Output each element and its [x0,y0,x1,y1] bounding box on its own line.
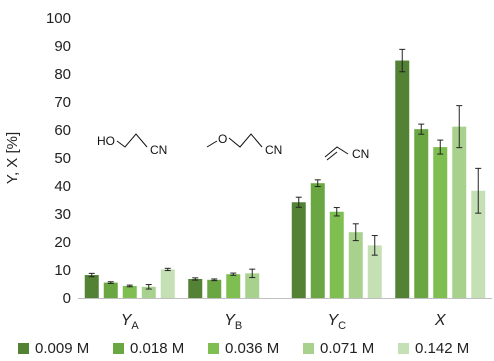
molecule-label-right: CN [352,147,369,161]
y-tick-label: 70 [54,94,71,111]
legend-item: 0.018 M [113,340,184,357]
legend-label: 0.142 M [415,340,470,357]
bar [329,211,344,298]
legend-swatch [113,343,124,354]
legend-label: 0.018 M [130,340,185,357]
molecule-label-left: HO [97,134,115,148]
y-tick-label: 50 [54,150,71,167]
bar [245,273,260,298]
y-tick-label: 40 [54,178,71,195]
bar [395,60,410,299]
bar [310,183,325,298]
legend-label: 0.009 M [35,340,90,357]
x-tick-label: X [434,312,447,329]
bar [103,282,118,298]
bar [348,232,363,298]
legend-item: 0.009 M [18,340,89,357]
legend-item: 0.036 M [208,340,279,357]
molecule-label-right: CN [150,143,167,157]
molecule-bonds [206,140,218,148]
bar [226,274,241,298]
y-tick-label: 80 [54,66,71,83]
legend-label: 0.071 M [320,340,375,357]
bar [207,279,222,298]
bars [84,48,486,299]
molecule-label-right: CN [265,143,282,157]
molecule-methoxypropionitrile: O CN [206,132,282,157]
x-tick-label: YC [327,312,346,332]
x-axis: YA YB YC X [78,298,492,332]
legend: 0.009 M 0.018 M 0.036 M 0.071 M 0.142 M [18,340,494,360]
bar [471,190,486,298]
x-tick-label: YB [224,312,242,332]
molecule-bonds [228,133,263,148]
bar [141,286,156,298]
y-axis: 0 10 20 30 40 50 60 70 80 90 100 [46,10,71,307]
molecule-bonds [116,133,148,148]
bar [414,129,429,298]
y-tick-label: 90 [54,38,71,55]
molecule-bonds [324,146,349,158]
bar [84,275,99,298]
bar [122,285,137,298]
legend-item: 0.142 M [398,340,469,357]
y-tick-label: 60 [54,122,71,139]
legend-label: 0.036 M [225,340,280,357]
y-tick-label: 100 [46,10,71,27]
bar [433,147,448,298]
molecule-hydroxypropionitrile: HO CN [97,133,167,157]
molecule-double-bond [326,151,338,161]
legend-item: 0.071 M [303,340,374,357]
bar [291,202,306,298]
bar [367,245,382,298]
y-tick-label: 10 [54,262,71,279]
legend-swatch [18,343,29,354]
y-tick-label: 30 [54,206,71,223]
molecule-acrylonitrile: CN [324,146,369,161]
bar [160,269,175,298]
y-tick-label: 20 [54,234,71,251]
x-tick-label: YA [121,312,140,332]
legend-swatch [303,343,314,354]
y-axis-label: Y, X [%] [4,132,21,184]
legend-swatch [398,343,409,354]
bar [452,126,467,298]
y-tick-label: 0 [63,290,71,307]
legend-swatch [208,343,219,354]
bar [188,278,203,298]
molecule-label-left: O [218,132,227,146]
